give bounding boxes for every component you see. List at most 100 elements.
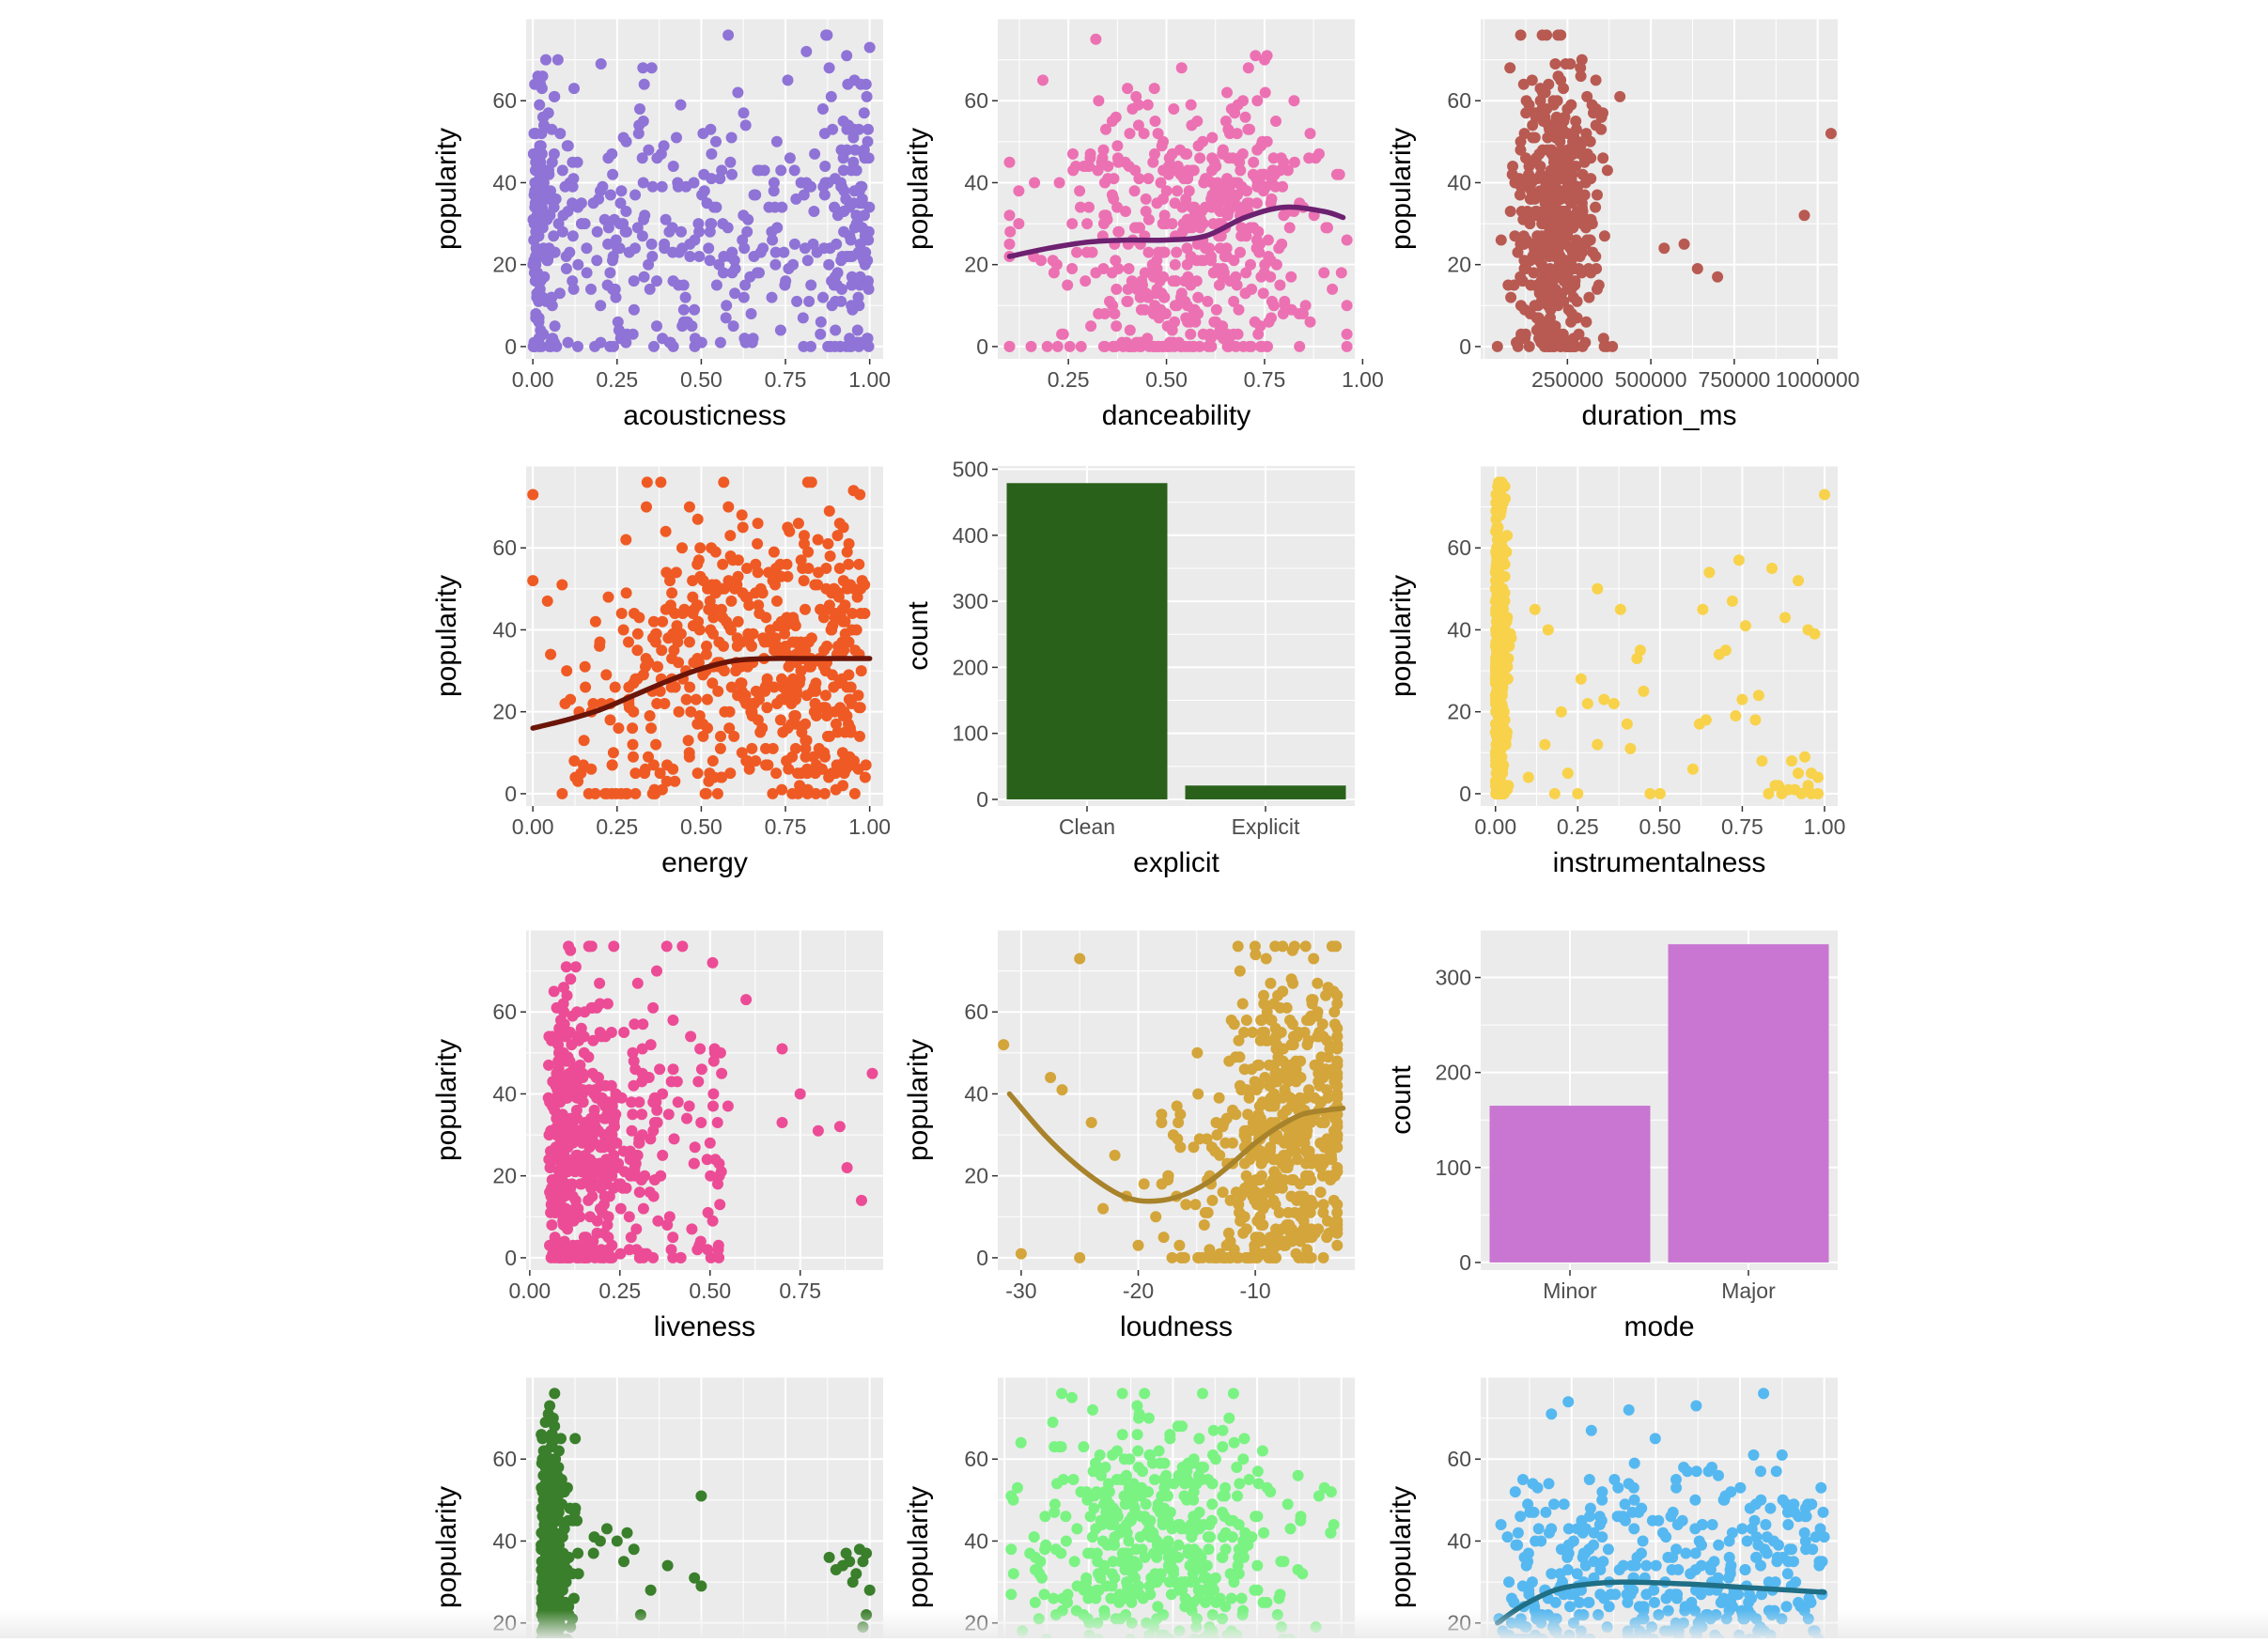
- data-point: [1235, 1216, 1246, 1227]
- data-point: [1318, 1252, 1329, 1263]
- data-point: [694, 542, 706, 553]
- data-point: [830, 767, 841, 779]
- data-point: [820, 563, 831, 574]
- data-point: [998, 1039, 1009, 1050]
- data-point: [1149, 83, 1160, 94]
- x-axis-title: liveness: [654, 1311, 755, 1342]
- data-point: [627, 722, 638, 734]
- data-point: [1180, 194, 1191, 205]
- data-point: [620, 206, 631, 217]
- data-point: [1701, 714, 1712, 725]
- data-point: [616, 608, 628, 619]
- data-point: [1111, 140, 1123, 151]
- data-point: [684, 682, 695, 693]
- data-point: [629, 1170, 641, 1182]
- data-point: [789, 164, 800, 176]
- data-point: [1203, 1531, 1214, 1542]
- data-point: [1542, 178, 1553, 189]
- data-point: [1562, 767, 1574, 779]
- data-point: [605, 714, 616, 725]
- data-point: [711, 280, 722, 291]
- data-point: [1239, 1125, 1251, 1137]
- data-point: [716, 164, 727, 176]
- data-point: [535, 284, 546, 295]
- data-point: [1502, 280, 1514, 291]
- data-point: [676, 1252, 687, 1263]
- data-point: [746, 743, 757, 754]
- data-point: [747, 337, 758, 349]
- x-tick-label: 0.75: [779, 1279, 821, 1303]
- data-point: [1113, 226, 1125, 238]
- data-point: [549, 91, 560, 102]
- data-point: [800, 178, 812, 189]
- data-point: [645, 710, 656, 721]
- data-point: [563, 337, 574, 349]
- data-point: [707, 755, 719, 767]
- data-point: [732, 87, 743, 99]
- data-point: [610, 284, 621, 295]
- data-point: [583, 940, 595, 952]
- data-point: [1068, 1474, 1080, 1485]
- data-point: [800, 46, 812, 57]
- data-point: [1305, 317, 1316, 328]
- data-point: [1234, 304, 1245, 316]
- data-point: [1592, 190, 1603, 201]
- data-point: [567, 173, 579, 184]
- data-point: [834, 1121, 846, 1132]
- data-point: [1515, 190, 1526, 201]
- data-point: [853, 559, 864, 570]
- x-tick-label: 1.00: [848, 367, 891, 392]
- data-point: [1122, 83, 1133, 94]
- data-point: [530, 259, 541, 271]
- data-point: [607, 759, 618, 770]
- data-point: [568, 1593, 580, 1604]
- data-point: [1293, 1564, 1304, 1575]
- data-point: [1572, 296, 1583, 307]
- data-point: [686, 1223, 697, 1234]
- data-point: [1749, 714, 1761, 725]
- data-point: [1819, 489, 1830, 501]
- data-point: [1235, 247, 1246, 258]
- data-point: [683, 735, 694, 746]
- data-point: [1733, 554, 1745, 566]
- data-point: [1497, 476, 1508, 488]
- panel-row4-col1: 204060popularity: [431, 1377, 883, 1638]
- data-point: [572, 157, 583, 168]
- data-point: [1736, 694, 1748, 705]
- data-point: [1528, 267, 1539, 278]
- data-point: [590, 788, 601, 799]
- data-point: [1186, 119, 1197, 131]
- data-point: [1313, 148, 1325, 160]
- data-point: [1246, 341, 1257, 352]
- data-point: [1592, 583, 1603, 595]
- data-point: [566, 1039, 577, 1050]
- data-point: [665, 337, 676, 349]
- data-point: [549, 1531, 560, 1542]
- data-point: [585, 284, 597, 295]
- data-point: [1107, 300, 1118, 311]
- data-point: [1174, 1141, 1186, 1153]
- data-point: [823, 259, 834, 271]
- data-point: [714, 1199, 725, 1210]
- y-tick-label: 300: [1436, 966, 1471, 990]
- y-tick-label: 0: [1459, 782, 1471, 806]
- data-point: [1515, 29, 1527, 40]
- data-point: [768, 566, 779, 578]
- data-point: [528, 341, 539, 352]
- data-point: [645, 1585, 657, 1596]
- data-point: [1493, 542, 1504, 553]
- data-point: [1074, 1252, 1085, 1263]
- data-point: [1518, 230, 1530, 241]
- data-point: [1120, 206, 1131, 217]
- data-point: [1328, 1006, 1340, 1017]
- data-point: [710, 547, 722, 558]
- data-point: [608, 341, 619, 352]
- data-point: [1171, 275, 1182, 287]
- data-point: [1211, 304, 1222, 316]
- data-point: [597, 181, 608, 193]
- data-point: [1233, 202, 1244, 213]
- y-tick-label: 300: [953, 589, 988, 613]
- data-point: [613, 317, 624, 328]
